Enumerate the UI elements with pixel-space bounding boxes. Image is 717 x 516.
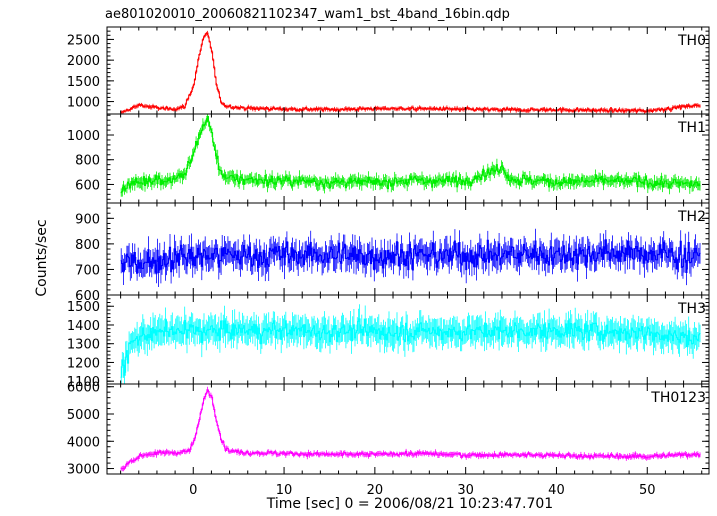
chart-title: ae801020010_20060821102347_wam1_bst_4ban…: [105, 7, 510, 22]
y-tick-label: 2500: [67, 33, 100, 48]
panel-name-label: TH0123: [650, 390, 706, 406]
error-bars-th1: [120, 114, 701, 197]
panel-name-label: TH2: [677, 209, 706, 225]
y-tick-label: 5000: [67, 408, 100, 423]
x-tick-label: 40: [548, 483, 565, 498]
y-tick-label: 800: [75, 238, 100, 253]
y-tick-label: 2000: [67, 54, 100, 69]
x-axis-label: Time [sec] 0 = 2006/08/21 10:23:47.701: [266, 496, 553, 512]
panel-name-label: TH3: [677, 301, 706, 317]
series-th2: [120, 228, 701, 287]
error-bars-th3: [120, 304, 701, 384]
y-axis-label: Counts/sec: [34, 219, 50, 296]
x-tick-label: 20: [367, 483, 384, 498]
panel-th2: 600 700 800 900 TH2: [75, 202, 710, 304]
x-tick-label: 50: [639, 483, 656, 498]
series-th3: [120, 304, 701, 384]
y-tick-label: 600: [75, 178, 100, 193]
trace-th2: [120, 239, 701, 275]
series-th0123: [120, 386, 701, 472]
y-tick-label: 700: [75, 263, 100, 278]
y-tick-label: 4000: [67, 435, 100, 450]
trace-th0: [120, 32, 701, 113]
x-tick-label: 30: [457, 483, 474, 498]
x-tick-label: 0: [189, 483, 197, 498]
panel-frame: [106, 383, 710, 475]
y-tick-label: 800: [75, 154, 100, 169]
y-tick-label: 6000: [67, 381, 100, 396]
y-tick-label: 900: [75, 212, 100, 227]
panel-name-label: TH1: [677, 120, 706, 136]
y-tick-label: 1000: [67, 129, 100, 144]
series-th1: [120, 114, 701, 197]
x-tick-label: 10: [276, 483, 293, 498]
y-tick-label: 1100: [67, 375, 100, 390]
y-tick-label: 3000: [67, 463, 100, 478]
panel-frame: [106, 113, 710, 204]
panel-frame: [106, 26, 710, 115]
y-tick-label: 1200: [67, 356, 100, 371]
trace-th0123: [120, 389, 701, 470]
y-tick-label: 1400: [67, 319, 100, 334]
y-tick-label: 1300: [67, 338, 100, 353]
panel-th3: 1100 1200 1300 1400 1500 TH3: [67, 294, 710, 390]
trace-th3: [120, 318, 701, 378]
y-tick-label: 1500: [67, 75, 100, 90]
trace-th1: [120, 115, 701, 194]
y-tick-label: 1000: [67, 96, 100, 111]
panel-th0: 1000 1500 2000 2500 TH0: [67, 26, 710, 115]
panel-name-label: TH0: [677, 33, 706, 49]
panel-th0123: 3000 4000 5000 6000 TH0123: [67, 381, 710, 478]
y-tick-label: 1500: [67, 300, 100, 315]
series-th0: [120, 30, 701, 114]
error-bars-th0: [120, 30, 701, 114]
y-tick-label: 600: [75, 289, 100, 304]
panels-group: 1000 1500 2000 2500 TH0 600 800 1000 TH1 600 700 80…: [67, 26, 710, 498]
error-bars-th0123: [120, 386, 701, 472]
panel-th1: 600 800 1000 TH1: [67, 113, 710, 204]
